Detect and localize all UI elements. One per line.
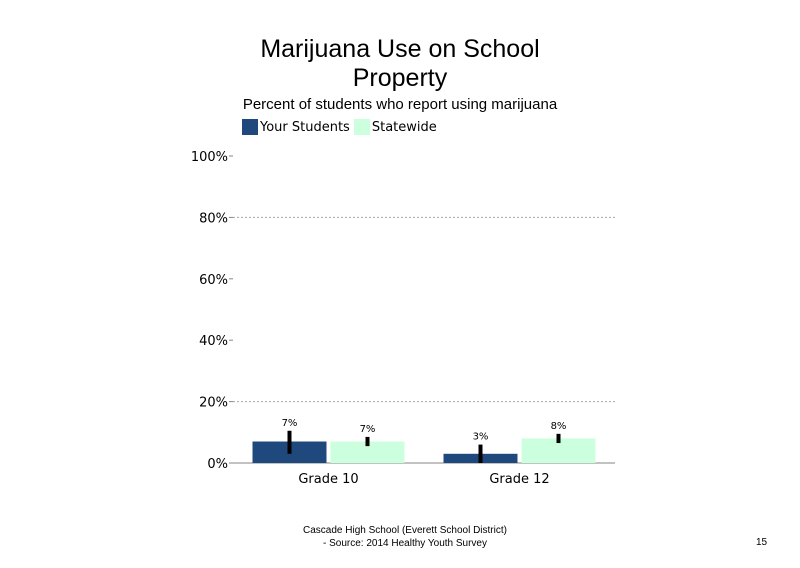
y-tick-label: 60% [199,273,228,288]
legend-label-statewide: Statewide [371,119,437,135]
chart-title: Marijuana Use on School Property [200,35,600,93]
legend-swatch-your-students [242,119,258,135]
page-number: 15 [756,537,768,548]
x-tick-label: Grade 12 [489,472,549,487]
footer-source: Cascade High School (Everett School Dist… [250,524,560,550]
y-tick-label: 0% [207,457,228,472]
footer-line-1: Cascade High School (Everett School Dist… [303,525,507,536]
data-label: 3% [473,432,489,443]
chart-title-line-1: Marijuana Use on School [260,35,540,63]
footer-line-2: - Source: 2014 Healthy Youth Survey [323,538,487,549]
data-label: 7% [360,424,376,435]
y-tick-label: 20% [199,396,228,411]
y-tick-label: 100% [191,150,228,165]
legend: Your Students Statewide [242,118,441,136]
data-label: 8% [551,421,567,432]
legend-label-your-students: Your Students [260,119,350,135]
legend-item-your-students: Your Students [242,119,350,135]
data-label: 7% [282,418,298,429]
chart-subtitle: Percent of students who report using mar… [242,96,558,113]
legend-item-statewide: Statewide [353,119,437,135]
legend-swatch-statewide [353,119,370,135]
chart-title-line-2: Property [352,64,448,92]
x-tick-label: Grade 10 [298,472,358,487]
y-tick-label: 40% [199,334,228,349]
bar-statewide-grade-10 [330,441,405,463]
y-tick-label: 80% [199,211,228,226]
